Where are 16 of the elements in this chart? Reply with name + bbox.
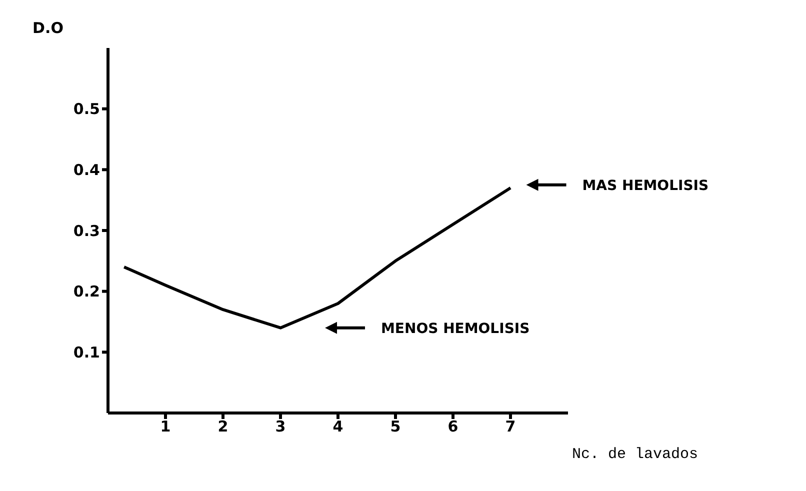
y-tick-label: 0.5 — [73, 100, 100, 118]
x-tick-label: 1 — [160, 418, 171, 436]
y-tick-label: 0.1 — [73, 343, 100, 362]
x-axis-title: Nc. de lavados — [572, 446, 698, 463]
y-tick-label: 0.3 — [73, 222, 100, 240]
x-tick-label: 4 — [332, 418, 344, 436]
annotation: MENOS HEMOLISIS — [381, 320, 530, 337]
x-tick-label: 2 — [218, 418, 228, 436]
y-tick-label: 0.4 — [73, 160, 100, 179]
y-tick-label: 0.2 — [73, 282, 100, 301]
x-tick-label: 6 — [448, 418, 458, 436]
text: MAS HEMOLISIS — [582, 178, 709, 194]
x-tick-label: 3 — [275, 418, 286, 436]
x-tick-label: 5 — [390, 418, 401, 436]
y-axis-title: D.O — [32, 19, 64, 37]
x-tick-label: 7 — [505, 418, 516, 436]
